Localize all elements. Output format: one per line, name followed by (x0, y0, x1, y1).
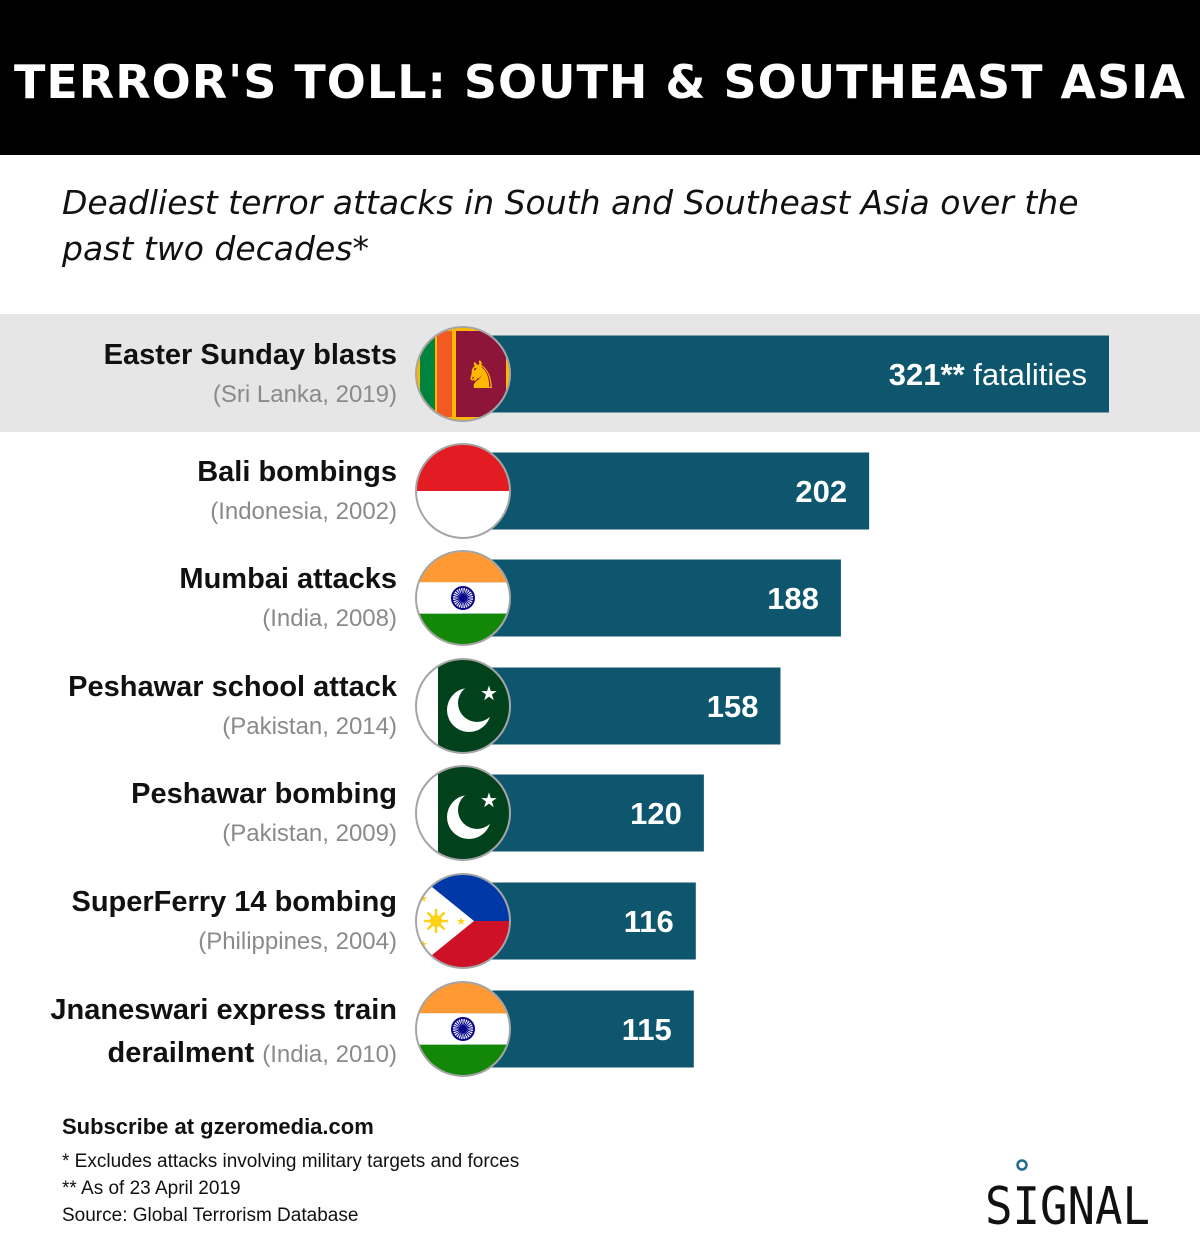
flag-saffron-band (416, 982, 510, 1014)
bars-group (462, 335, 1109, 1068)
sri-lanka-flag-icon: ♞ (416, 327, 510, 421)
value-label: 321** fatalities (889, 357, 1087, 392)
bar (462, 335, 1109, 413)
india-flag-icon (416, 551, 510, 645)
flag-border (415, 765, 511, 861)
category-label: Jnaneswari express train (50, 994, 397, 1026)
bar (462, 559, 841, 637)
value-label: 158 (707, 689, 759, 724)
value-label: 120 (630, 796, 682, 831)
labels-group: Easter Sunday blasts (Sri Lanka, 2019) Bal… (50, 339, 397, 1069)
value-number: 115 (622, 1012, 672, 1047)
star-icon: ★ (418, 892, 428, 905)
flag-border (415, 326, 511, 422)
category-detail: (India, 2010) (262, 1041, 397, 1068)
crescent-cutout (458, 791, 496, 829)
value-number: 202 (795, 474, 847, 509)
category-detail: (India, 2008) (262, 605, 397, 632)
flag-red-band (416, 444, 510, 491)
title-banner (0, 0, 1200, 155)
footnote-date: ** As of 23 April 2019 (62, 1178, 241, 1199)
chart-subtitle: Deadliest terror attacks in South and So… (62, 183, 1079, 268)
bar (462, 452, 870, 530)
flags-group: ♞★★★★★ (415, 326, 511, 1077)
category-label: Peshawar school attack (68, 671, 398, 703)
lion-icon: ♞ (464, 353, 498, 397)
category-label-line2: derailment (India, 2010) (108, 1037, 397, 1069)
bar (462, 667, 781, 745)
star-icon: ★ (456, 915, 466, 928)
category-detail: (Pakistan, 2009) (222, 820, 397, 847)
flag-saffron-band (416, 551, 510, 583)
value-number: 321** (889, 357, 966, 392)
flag-border (415, 550, 511, 646)
value-label: 116 (624, 904, 674, 939)
category-label-continued: derailment (108, 1037, 263, 1069)
value-number: 158 (707, 689, 759, 724)
chakra-spoke (452, 594, 474, 602)
value-number: 188 (767, 581, 819, 616)
footnote-source: Source: Global Terrorism Database (62, 1205, 359, 1226)
crescent-cutout (458, 684, 496, 722)
flag-orange-stripe (437, 331, 452, 417)
category-detail: (Indonesia, 2002) (210, 498, 397, 525)
footer: Subscribe at gzeromedia.com * Excludes a… (62, 1112, 519, 1229)
star-icon: ★ (480, 788, 498, 812)
value-label: 188 (767, 581, 819, 616)
logo-wordmark: SIGNAL (985, 1177, 1150, 1228)
pakistan-flag-icon: ★ (416, 766, 510, 860)
flag-white-band (416, 491, 510, 538)
value-label: 115 (622, 1012, 672, 1047)
flag-border (415, 981, 511, 1077)
flag-white-stripe (416, 659, 438, 753)
flag-border (415, 873, 511, 969)
flag-green-band (416, 613, 510, 645)
value-label: 202 (795, 474, 847, 509)
category-detail: (Sri Lanka, 2019) (213, 381, 397, 408)
flag-border (415, 658, 511, 754)
flag-maroon-field (456, 331, 506, 417)
value-unit: fatalities (965, 357, 1087, 392)
category-label: Easter Sunday blasts (104, 339, 397, 371)
category-label: Mumbai attacks (179, 563, 397, 595)
india-flag-icon (416, 982, 510, 1076)
chart-title: TERROR'S TOLL: SOUTH & SOUTHEAST ASIA (14, 55, 1186, 109)
value-number: 120 (630, 796, 682, 831)
subscribe-text: Subscribe at gzeromedia.com (62, 1114, 374, 1139)
logo-dot-icon (1016, 1159, 1028, 1171)
category-label: SuperFerry 14 bombing (71, 886, 397, 918)
chakra-spoke (452, 1025, 474, 1033)
star-icon: ★ (480, 681, 498, 705)
sun-icon (430, 915, 442, 927)
flag-white-stripe (416, 766, 438, 860)
footnote-exclusions: * Excludes attacks involving military ta… (62, 1151, 520, 1172)
category-detail: (Philippines, 2004) (198, 928, 397, 955)
category-detail: (Pakistan, 2014) (222, 713, 397, 740)
flag-green-band (416, 1044, 510, 1076)
category-label: Peshawar bombing (131, 778, 397, 810)
signal-logo: SIGNAL (985, 1159, 1150, 1228)
value-number: 116 (624, 904, 674, 939)
category-label: Bali bombings (197, 456, 397, 488)
value-labels-group: 321** fatalities 202 188 158 120 116 115 (622, 357, 1087, 1047)
flag-green-stripe (420, 331, 435, 417)
flag-border (415, 443, 511, 539)
